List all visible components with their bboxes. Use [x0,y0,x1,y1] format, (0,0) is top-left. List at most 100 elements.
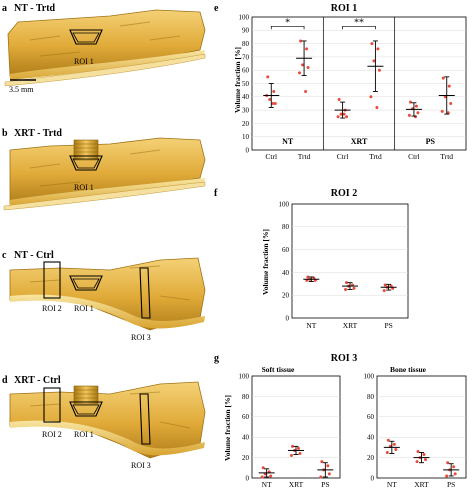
chart-g1-point [327,472,331,476]
chart-g2-point [392,442,396,446]
chart-e-ytick-label: 80 [242,40,250,48]
chart-e-point [345,115,349,119]
chart-e-point [414,104,418,108]
chart-e-ytick-label: 60 [242,67,250,75]
chart-g1-xtick-label: NT [262,480,272,489]
chart-f-point [344,288,347,291]
chart-g2-ytick-label: 100 [364,372,375,380]
chart-e-ytick-label: 100 [239,13,250,21]
chart-e-ylabel: Volume fraction [%] [233,47,242,113]
chart-f-xtick-label: XRT [343,321,358,330]
chart-g1-point [290,454,293,458]
chart-e-ytick-label: 0 [246,146,250,154]
chart-e-sig-bracket [270,25,305,30]
chart-g1-xtick-label: XRT [289,480,304,489]
chart-g1-ytick-label: 60 [242,413,250,421]
bone-render-c [9,257,206,331]
chart-g1-ytick-label: 20 [242,454,250,462]
chart-g1-point [320,460,324,464]
roi3-label-c: ROI 3 [131,333,151,342]
chart-f-ytick-label: 80 [282,223,290,231]
chart-g2-xtick-label: XRT [414,480,429,489]
chart-g2-point [452,465,456,469]
scale-bar-label: 3.5 mm [9,85,34,94]
chart-f-ytick-label: 100 [279,200,290,208]
chart-e-point [337,97,341,101]
roi2-marker-c [43,261,61,299]
roi1-label-c: ROI 1 [74,304,94,313]
panel-a-letter: a [2,3,7,14]
chart-g1-ytick-label: 80 [242,393,250,401]
roi1-label-d: ROI 1 [74,430,94,439]
chart-e-point [446,111,450,115]
chart-g1-point [326,464,330,468]
chart-e-point [408,100,412,104]
chart-g1-ytick-label: 40 [242,434,250,442]
chart-g2-ytick-label: 40 [367,434,375,442]
roi2-label-c: ROI 2 [42,304,62,313]
chart-e-point [266,75,270,79]
chart-g2-point [445,474,449,478]
chart-e-ytick-label: 20 [242,120,250,128]
chart-g1-ylabel: Volume fraction [%] [223,395,232,461]
chart-g1-point [298,452,302,456]
panel-g: g ROI 3 Soft tissue Bone tissue Volume f… [214,353,467,489]
panel-d: d XRT - Ctrl ROI 2 ROI 1 ROI 3 [2,375,206,470]
chart-e-point [268,97,272,101]
screw-b [73,139,99,161]
roi1-label-b: ROI 1 [74,183,94,192]
chart-e-point [271,101,275,105]
chart-e-point [407,113,411,117]
panel-b-letter: b [2,128,8,139]
bone-render-a [4,9,206,87]
chart-e-point [342,112,346,116]
panel-f: f ROI 2 Volume fraction [%] 0 20 40 60 80 100… [214,188,409,330]
chart-g2-xtick-label: PS [447,480,455,489]
chart-e-point [273,101,277,105]
chart-e-group-label: XRT [351,137,368,146]
chart-e-point [376,47,380,51]
chart-g2-point [416,449,420,453]
panel-e-letter: e [214,3,219,14]
roi1-marker-b [69,155,103,171]
chart-f-ytick-label: 60 [282,246,290,254]
panel-d-letter: d [2,375,8,386]
panel-b: b XRT - Trtd ROI 1 [2,128,206,211]
chart-f-ylabel: Volume fraction [%] [261,229,270,295]
chart-e-point [441,76,445,80]
chart-e-xtick-label: Trtd [369,152,382,161]
panel-e: e ROI 1 Volume fraction [%] 0 10 20 30 40 50 6… [214,3,467,161]
chart-e-sig-label: ** [354,17,364,28]
chart-g-title: ROI 3 [331,353,357,364]
chart-g2-point [446,461,450,465]
chart-e-point [447,84,451,88]
roi1-marker-d [69,401,103,417]
chart-g1-ytick-label: 100 [239,372,250,380]
chart-e-group-label: NT [282,137,294,146]
chart-e-plot: 0 10 20 30 40 50 60 70 80 90 100 Ctrl Trtd NT * Ctrl Trt… [239,13,467,161]
chart-g1-point [269,474,273,478]
chart-g2-ytick-label: 20 [367,454,375,462]
roi1-label-a: ROI 1 [74,57,94,66]
panel-b-title: XRT - Trtd [14,128,62,139]
roi3-marker-d [139,393,151,445]
bone-render-d [9,381,206,459]
chart-g2-point [424,458,427,462]
roi1-marker-c [69,275,103,291]
bone-render-b [3,137,206,211]
chart-e-point [369,95,373,99]
chart-g1-point [319,475,323,479]
chart-e-xtick-label: Ctrl [265,152,277,161]
chart-f-title: ROI 2 [331,188,357,199]
chart-g1-frame [251,375,341,479]
chart-e-sig-label: * [285,17,290,28]
chart-e-point [336,115,340,119]
chart-f-plot: 0 20 40 60 80 100 NT XRT PS [279,200,409,330]
chart-e-sig-bracket [342,25,376,30]
panel-d-title: XRT - Ctrl [14,375,61,386]
chart-e-point [298,71,302,75]
chart-g1-title: Soft tissue [262,365,295,374]
roi3-label-d: ROI 3 [131,461,151,470]
panel-c-letter: c [2,250,7,261]
